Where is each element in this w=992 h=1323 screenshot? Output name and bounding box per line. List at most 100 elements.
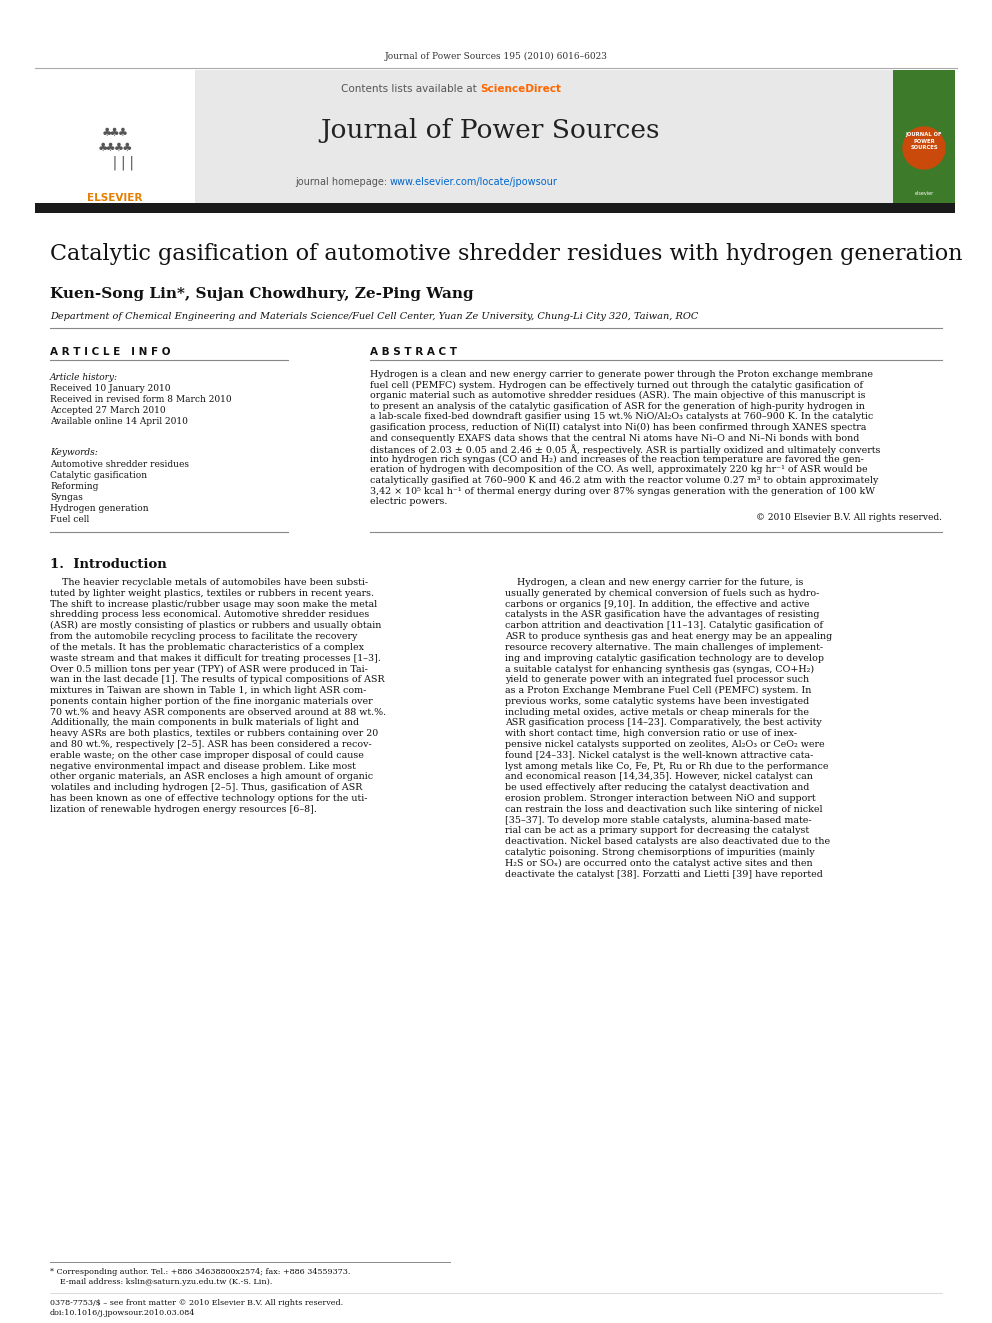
Text: JOURNAL OF
POWER
SOURCES: JOURNAL OF POWER SOURCES xyxy=(906,132,942,151)
Text: organic material such as automotive shredder residues (ASR). The main objective : organic material such as automotive shre… xyxy=(370,392,865,401)
Text: can restrain the loss and deactivation such like sintering of nickel: can restrain the loss and deactivation s… xyxy=(505,804,822,814)
Text: © 2010 Elsevier B.V. All rights reserved.: © 2010 Elsevier B.V. All rights reserved… xyxy=(756,513,942,521)
Text: Article history:: Article history: xyxy=(50,373,118,382)
Text: catalytically gasified at 760–900 K and 46.2 atm with the reactor volume 0.27 m³: catalytically gasified at 760–900 K and … xyxy=(370,476,878,486)
Text: ELSEVIER: ELSEVIER xyxy=(87,193,143,202)
Text: from the automobile recycling process to facilitate the recovery: from the automobile recycling process to… xyxy=(50,632,357,642)
Text: 70 wt.% and heavy ASR components are observed around at 88 wt.%.: 70 wt.% and heavy ASR components are obs… xyxy=(50,708,386,717)
Text: to present an analysis of the catalytic gasification of ASR for the generation o: to present an analysis of the catalytic … xyxy=(370,402,865,411)
Text: tuted by lighter weight plastics, textiles or rubbers in recent years.: tuted by lighter weight plastics, textil… xyxy=(50,589,374,598)
Text: Received in revised form 8 March 2010: Received in revised form 8 March 2010 xyxy=(50,396,231,404)
Text: and 80 wt.%, respectively [2–5]. ASR has been considered a recov-: and 80 wt.%, respectively [2–5]. ASR has… xyxy=(50,740,372,749)
Text: Reforming: Reforming xyxy=(50,482,98,491)
Circle shape xyxy=(903,127,945,169)
Text: pensive nickel catalysts supported on zeolites, Al₂O₃ or CeO₂ were: pensive nickel catalysts supported on ze… xyxy=(505,740,824,749)
Text: previous works, some catalytic systems have been investigated: previous works, some catalytic systems h… xyxy=(505,697,809,705)
Text: carbon attrition and deactivation [11–13]. Catalytic gasification of: carbon attrition and deactivation [11–13… xyxy=(505,622,823,630)
Text: fuel cell (PEMFC) system. Hydrogen can be effectively turned out through the cat: fuel cell (PEMFC) system. Hydrogen can b… xyxy=(370,381,863,390)
Text: Journal of Power Sources: Journal of Power Sources xyxy=(320,118,660,143)
Text: Journal of Power Sources 195 (2010) 6016–6023: Journal of Power Sources 195 (2010) 6016… xyxy=(385,52,607,61)
Text: found [24–33]. Nickel catalyst is the well-known attractive cata-: found [24–33]. Nickel catalyst is the we… xyxy=(505,750,813,759)
Text: Accepted 27 March 2010: Accepted 27 March 2010 xyxy=(50,406,166,415)
Text: ponents contain higher portion of the fine inorganic materials over: ponents contain higher portion of the fi… xyxy=(50,697,373,705)
Text: Kuen-Song Lin*, Sujan Chowdhury, Ze-Ping Wang: Kuen-Song Lin*, Sujan Chowdhury, Ze-Ping… xyxy=(50,287,473,302)
Text: catalytic poisoning. Strong chemisorptions of impurities (mainly: catalytic poisoning. Strong chemisorptio… xyxy=(505,848,814,857)
Text: * Corresponding author. Tel.: +886 34638800x2574; fax: +886 34559373.: * Corresponding author. Tel.: +886 34638… xyxy=(50,1267,350,1275)
Text: Contents lists available at: Contents lists available at xyxy=(341,83,480,94)
Text: 3,42 × 10⁵ kcal h⁻¹ of thermal energy during over 87% syngas generation with the: 3,42 × 10⁵ kcal h⁻¹ of thermal energy du… xyxy=(370,487,875,496)
Text: erable waste; on the other case improper disposal of could cause: erable waste; on the other case improper… xyxy=(50,750,364,759)
Text: including metal oxides, active metals or cheap minerals for the: including metal oxides, active metals or… xyxy=(505,708,809,717)
Text: Available online 14 April 2010: Available online 14 April 2010 xyxy=(50,417,187,426)
Text: ing and improving catalytic gasification technology are to develop: ing and improving catalytic gasification… xyxy=(505,654,824,663)
Text: The shift to increase plastic/rubber usage may soon make the metal: The shift to increase plastic/rubber usa… xyxy=(50,599,377,609)
Text: heavy ASRs are both plastics, textiles or rubbers containing over 20: heavy ASRs are both plastics, textiles o… xyxy=(50,729,378,738)
Text: of the metals. It has the problematic characteristics of a complex: of the metals. It has the problematic ch… xyxy=(50,643,364,652)
Text: gasification process, reduction of Ni(II) catalyst into Ni(0) has been confirmed: gasification process, reduction of Ni(II… xyxy=(370,423,866,433)
Text: electric powers.: electric powers. xyxy=(370,497,447,507)
Text: be used effectively after reducing the catalyst deactivation and: be used effectively after reducing the c… xyxy=(505,783,809,792)
Text: with short contact time, high conversion ratio or use of inex-: with short contact time, high conversion… xyxy=(505,729,797,738)
Text: resource recovery alternative. The main challenges of implement-: resource recovery alternative. The main … xyxy=(505,643,823,652)
Text: as a Proton Exchange Membrane Fuel Cell (PEMFC) system. In: as a Proton Exchange Membrane Fuel Cell … xyxy=(505,687,811,695)
Text: Catalytic gasification of automotive shredder residues with hydrogen generation: Catalytic gasification of automotive shr… xyxy=(50,243,962,265)
Text: Catalytic gasification: Catalytic gasification xyxy=(50,471,147,480)
Text: catalysts in the ASR gasification have the advantages of resisting: catalysts in the ASR gasification have t… xyxy=(505,610,819,619)
Text: has been known as one of effective technology options for the uti-: has been known as one of effective techn… xyxy=(50,794,367,803)
Text: negative environmental impact and disease problem. Like most: negative environmental impact and diseas… xyxy=(50,762,356,770)
Text: Hydrogen, a clean and new energy carrier for the future, is: Hydrogen, a clean and new energy carrier… xyxy=(505,578,804,587)
Text: (ASR) are mostly consisting of plastics or rubbers and usually obtain: (ASR) are mostly consisting of plastics … xyxy=(50,622,381,630)
Bar xyxy=(893,70,955,205)
Text: A R T I C L E   I N F O: A R T I C L E I N F O xyxy=(50,347,171,357)
Text: 0378-7753/$ – see front matter © 2010 Elsevier B.V. All rights reserved.: 0378-7753/$ – see front matter © 2010 El… xyxy=(50,1299,343,1307)
Text: H₂S or SOₓ) are occurred onto the catalyst active sites and then: H₂S or SOₓ) are occurred onto the cataly… xyxy=(505,859,812,868)
Text: rial can be act as a primary support for decreasing the catalyst: rial can be act as a primary support for… xyxy=(505,827,809,835)
Text: Hydrogen is a clean and new energy carrier to generate power through the Proton : Hydrogen is a clean and new energy carri… xyxy=(370,370,873,378)
Bar xyxy=(35,70,195,205)
Text: lyst among metals like Co, Fe, Pt, Ru or Rh due to the performance: lyst among metals like Co, Fe, Pt, Ru or… xyxy=(505,762,828,770)
Text: shredding process less economical. Automotive shredder residues: shredding process less economical. Autom… xyxy=(50,610,369,619)
Text: carbons or organics [9,10]. In addition, the effective and active: carbons or organics [9,10]. In addition,… xyxy=(505,599,809,609)
Text: usually generated by chemical conversion of fuels such as hydro-: usually generated by chemical conversion… xyxy=(505,589,819,598)
Text: Over 0.5 million tons per year (TPY) of ASR were produced in Tai-: Over 0.5 million tons per year (TPY) of … xyxy=(50,664,368,673)
Bar xyxy=(35,70,955,205)
Text: Syngas: Syngas xyxy=(50,493,83,501)
Text: lization of renewable hydrogen energy resources [6–8].: lization of renewable hydrogen energy re… xyxy=(50,804,316,814)
Text: into hydrogen rich syngas (CO and H₂) and increases of the reaction temperature : into hydrogen rich syngas (CO and H₂) an… xyxy=(370,455,864,464)
Text: ASR gasification process [14–23]. Comparatively, the best activity: ASR gasification process [14–23]. Compar… xyxy=(505,718,821,728)
Text: and economical reason [14,34,35]. However, nickel catalyst can: and economical reason [14,34,35]. Howeve… xyxy=(505,773,812,782)
Text: ScienceDirect: ScienceDirect xyxy=(480,83,561,94)
Text: distances of 2.03 ± 0.05 and 2.46 ± 0.05 Å, respectively. ASR is partially oxidi: distances of 2.03 ± 0.05 and 2.46 ± 0.05… xyxy=(370,445,880,455)
Text: a lab-scale fixed-bed downdraft gasifier using 15 wt.% NiO/Al₂O₃ catalysts at 76: a lab-scale fixed-bed downdraft gasifier… xyxy=(370,413,873,422)
Text: deactivation. Nickel based catalysts are also deactivated due to the: deactivation. Nickel based catalysts are… xyxy=(505,837,830,847)
Text: Automotive shredder residues: Automotive shredder residues xyxy=(50,460,189,468)
Text: elsevier: elsevier xyxy=(915,191,933,196)
Text: mixtures in Taiwan are shown in Table 1, in which light ASR com-: mixtures in Taiwan are shown in Table 1,… xyxy=(50,687,366,695)
Text: www.elsevier.com/locate/jpowsour: www.elsevier.com/locate/jpowsour xyxy=(390,177,558,187)
Text: other organic materials, an ASR encloses a high amount of organic: other organic materials, an ASR encloses… xyxy=(50,773,373,782)
Text: wan in the last decade [1]. The results of typical compositions of ASR: wan in the last decade [1]. The results … xyxy=(50,675,385,684)
Text: E-mail address: kslin@saturn.yzu.edu.tw (K.-S. Lin).: E-mail address: kslin@saturn.yzu.edu.tw … xyxy=(60,1278,273,1286)
Text: A B S T R A C T: A B S T R A C T xyxy=(370,347,457,357)
Text: Keywords:: Keywords: xyxy=(50,448,98,456)
Text: erosion problem. Stronger interaction between NiO and support: erosion problem. Stronger interaction be… xyxy=(505,794,815,803)
Text: yield to generate power with an integrated fuel processor such: yield to generate power with an integrat… xyxy=(505,675,809,684)
Text: and consequently EXAFS data shows that the central Ni atoms have Ni–O and Ni–Ni : and consequently EXAFS data shows that t… xyxy=(370,434,859,443)
Text: doi:10.1016/j.jpowsour.2010.03.084: doi:10.1016/j.jpowsour.2010.03.084 xyxy=(50,1308,195,1316)
Bar xyxy=(35,202,955,213)
Text: ♣♣♣
♣♣♣♣
  |||: ♣♣♣ ♣♣♣♣ ||| xyxy=(94,126,136,171)
Text: 1.  Introduction: 1. Introduction xyxy=(50,558,167,572)
Text: [35–37]. To develop more stable catalysts, alumina-based mate-: [35–37]. To develop more stable catalyst… xyxy=(505,815,811,824)
Text: volatiles and including hydrogen [2–5]. Thus, gasification of ASR: volatiles and including hydrogen [2–5]. … xyxy=(50,783,362,792)
Text: waste stream and that makes it difficult for treating processes [1–3].: waste stream and that makes it difficult… xyxy=(50,654,381,663)
Text: eration of hydrogen with decomposition of the CO. As well, approximately 220 kg : eration of hydrogen with decomposition o… xyxy=(370,466,868,475)
Text: Fuel cell: Fuel cell xyxy=(50,515,89,524)
Text: Hydrogen generation: Hydrogen generation xyxy=(50,504,149,513)
Text: ASR to produce synthesis gas and heat energy may be an appealing: ASR to produce synthesis gas and heat en… xyxy=(505,632,832,642)
Text: journal homepage:: journal homepage: xyxy=(295,177,390,187)
Text: Department of Chemical Engineering and Materials Science/Fuel Cell Center, Yuan : Department of Chemical Engineering and M… xyxy=(50,312,698,321)
Text: deactivate the catalyst [38]. Forzatti and Lietti [39] have reported: deactivate the catalyst [38]. Forzatti a… xyxy=(505,869,823,878)
Text: a suitable catalyst for enhancing synthesis gas (syngas, CO+H₂): a suitable catalyst for enhancing synthe… xyxy=(505,664,814,673)
Text: The heavier recyclable metals of automobiles have been substi-: The heavier recyclable metals of automob… xyxy=(50,578,368,587)
Text: Received 10 January 2010: Received 10 January 2010 xyxy=(50,384,171,393)
